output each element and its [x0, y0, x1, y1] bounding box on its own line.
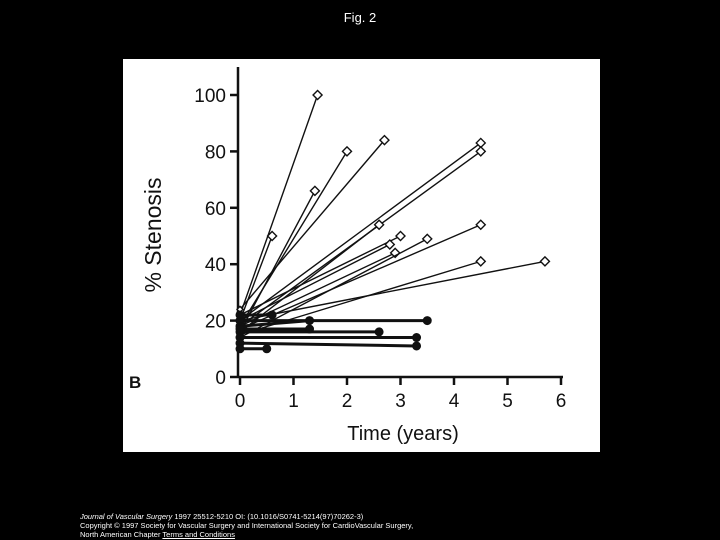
data-point: [235, 310, 245, 320]
citation-line3: North American Chapter: [80, 530, 161, 539]
data-point: [312, 89, 324, 101]
series-line: [239, 142, 482, 322]
x-tick-label: 1: [288, 391, 299, 412]
series-line: [239, 139, 385, 310]
citation-line2: Copyright © 1997 Society for Vascular Su…: [80, 521, 414, 530]
x-tick-label: 4: [449, 391, 460, 412]
data-point: [235, 324, 245, 334]
series-line: [239, 341, 417, 348]
data-point: [412, 341, 422, 351]
data-point: [309, 185, 321, 197]
x-tick-label: 0: [235, 391, 246, 412]
data-point: [373, 219, 385, 231]
data-point: [539, 255, 551, 267]
panel-label: B: [129, 373, 141, 392]
stenosis-chart: 0 20 40 60 80 100 0 1 2 3 4 5 6 B % Stenosis Time (y…: [129, 67, 566, 445]
data-point: [422, 316, 432, 326]
data-point: [475, 145, 487, 157]
series-line: [239, 260, 546, 322]
series-line: [239, 151, 348, 327]
data-point: [378, 134, 390, 146]
y-tick-label: 40: [205, 255, 226, 276]
data-point: [266, 230, 278, 242]
x-tick-label: 6: [556, 391, 567, 412]
series-line: [239, 94, 319, 316]
series-line: [239, 190, 316, 333]
y-tick-label: 0: [215, 368, 226, 389]
series-line: [239, 319, 310, 328]
x-tick-label: 5: [502, 391, 513, 412]
citation-journal: Journal of Vascular Surgery: [80, 512, 173, 521]
data-point: [475, 255, 487, 267]
data-point: [374, 327, 384, 337]
terms-link[interactable]: Terms and Conditions: [162, 530, 235, 539]
series-line: [239, 235, 273, 321]
citation: Journal of Vascular Surgery 1997 25512-5…: [80, 512, 700, 539]
chart-panel: 0 20 40 60 80 100 0 1 2 3 4 5 6 B % Stenosis Time (y…: [123, 59, 600, 452]
series-line: [239, 224, 482, 330]
data-point: [235, 344, 245, 354]
series-layer: [235, 89, 551, 354]
citation-line1: 1997 25512-5210 OI: (10.1016/S0741-5214(…: [172, 512, 364, 521]
series-line: [239, 235, 401, 316]
data-point: [305, 316, 315, 326]
x-tick-label: 2: [342, 391, 353, 412]
y-tick-label: 80: [205, 142, 226, 163]
data-point: [341, 145, 353, 157]
data-point: [305, 324, 315, 334]
data-point: [262, 344, 272, 354]
data-point: [421, 233, 433, 245]
y-tick-label: 100: [194, 86, 226, 107]
x-tick-label: 3: [395, 391, 406, 412]
figure-title: Fig. 2: [343, 10, 377, 25]
x-axis-label: Time (years): [347, 423, 458, 445]
y-axis-label: % Stenosis: [140, 177, 166, 292]
y-tick-label: 60: [205, 199, 226, 220]
series-line: [239, 243, 391, 322]
data-point: [267, 310, 277, 320]
data-point: [384, 238, 396, 250]
y-tick-label: 20: [205, 312, 226, 333]
data-point: [475, 219, 487, 231]
axes: 0 20 40 60 80 100 0 1 2 3 4 5 6: [194, 67, 566, 412]
data-point: [412, 333, 422, 343]
data-point: [395, 230, 406, 242]
